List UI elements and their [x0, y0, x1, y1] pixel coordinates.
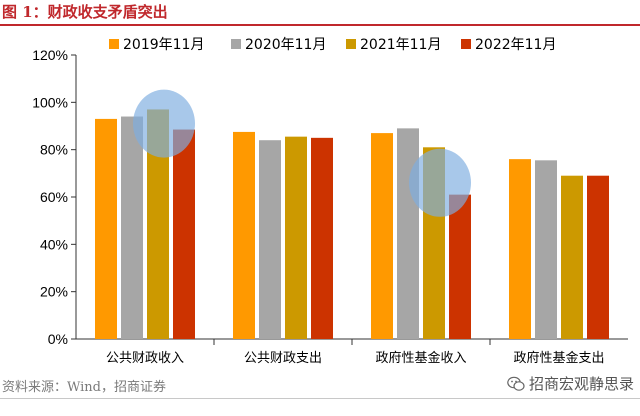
- x-tick-label: 政府性基金支出: [513, 350, 604, 366]
- bar: [121, 116, 143, 340]
- y-tick-label: 20%: [40, 284, 68, 300]
- highlight-circle: [133, 89, 195, 158]
- y-tick-label: 80%: [40, 142, 68, 158]
- bar: [397, 128, 419, 339]
- bar: [449, 194, 471, 339]
- y-tick-label: 60%: [40, 189, 68, 205]
- bar: [311, 137, 333, 339]
- bar: [95, 118, 117, 340]
- bar: [147, 109, 169, 339]
- y-tick-label: 40%: [40, 236, 68, 252]
- highlight-circle: [409, 148, 471, 217]
- title-rule: [0, 24, 640, 26]
- y-tick-label: 100%: [32, 94, 68, 110]
- y-tick-label: 120%: [32, 47, 68, 63]
- bar: [587, 175, 609, 339]
- x-tick-label: 公共财政收入: [106, 351, 184, 366]
- bar: [561, 175, 583, 339]
- x-tick-label: 政府性基金收入: [375, 350, 466, 366]
- legend-label: 2022年11月: [475, 37, 556, 53]
- y-tick-label: 0%: [48, 331, 68, 347]
- legend-label: 2020年11月: [245, 37, 326, 53]
- bar: [259, 140, 281, 339]
- bar: [535, 160, 557, 339]
- bar: [371, 133, 393, 339]
- bottom-rule: [0, 398, 640, 399]
- legend-swatch: [109, 39, 119, 49]
- bar: [285, 136, 307, 339]
- brand-name: 招商宏观静思录: [528, 375, 634, 393]
- bar: [233, 131, 255, 339]
- bar: [173, 129, 195, 339]
- bar: [509, 159, 531, 339]
- wechat-icon: [507, 376, 525, 391]
- brand-watermark: 招商宏观静思录: [507, 373, 634, 394]
- legend-label: 2021年11月: [360, 37, 441, 53]
- figure-title: 图 1：财政收支矛盾突出: [2, 3, 168, 21]
- legend-label: 2019年11月: [123, 37, 204, 53]
- legend-swatch: [461, 39, 471, 49]
- legend-swatch: [231, 39, 241, 49]
- source-note: 资料来源：Wind，招商证券: [2, 380, 166, 395]
- bar-chart: 0% 20% 40% 60% 80% 100% 120% 公共财政收入 公共财政支出 政府性基金收…: [32, 37, 628, 366]
- legend-swatch: [346, 39, 356, 49]
- x-tick-label: 公共财政支出: [244, 351, 322, 366]
